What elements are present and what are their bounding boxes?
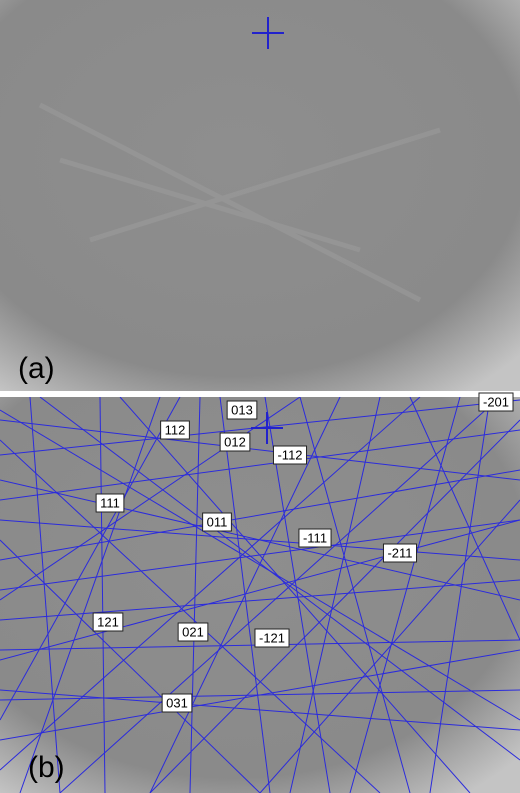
zone-label-text: 012 bbox=[224, 434, 246, 449]
pattern-image bbox=[0, 397, 520, 793]
zone-label-box bbox=[226, 400, 258, 420]
zone-label: 112 bbox=[160, 420, 190, 440]
zone-label: 011 bbox=[202, 512, 232, 532]
zone-label-box bbox=[95, 493, 125, 513]
zone-label-box bbox=[160, 420, 190, 440]
zone-label: -211 bbox=[382, 543, 418, 563]
zone-label: 111 bbox=[95, 493, 125, 513]
zone-label-text: 111 bbox=[100, 495, 120, 510]
panel-label: (b) bbox=[28, 751, 65, 784]
zone-label-text: 011 bbox=[207, 514, 228, 529]
zone-label-text: -112 bbox=[277, 447, 302, 462]
panel-a: (a) bbox=[0, 0, 520, 391]
zone-label-text: -121 bbox=[259, 630, 285, 645]
zone-label-box bbox=[254, 628, 290, 648]
panel-label: (a) bbox=[18, 352, 55, 385]
zone-label-box bbox=[478, 392, 514, 412]
pattern-image bbox=[0, 0, 520, 391]
zone-label-text: 013 bbox=[231, 402, 253, 417]
zone-label: 012 bbox=[219, 432, 251, 452]
zone-label-box bbox=[272, 445, 308, 465]
zone-label: 031 bbox=[161, 693, 193, 713]
zone-label-box bbox=[382, 543, 418, 563]
zone-label-box bbox=[298, 528, 332, 548]
zone-label-text: 112 bbox=[165, 422, 186, 437]
zone-label-text: -111 bbox=[303, 530, 327, 545]
zone-label: -112 bbox=[272, 445, 308, 465]
zone-label: -111 bbox=[298, 528, 332, 548]
zone-labels: 013 112 012 -112 111 011 -111 -211 121 021 -121 031… bbox=[92, 392, 514, 713]
zone-label: -201 bbox=[478, 392, 514, 412]
pattern-center bbox=[252, 17, 284, 49]
pattern-center bbox=[251, 412, 283, 444]
zone-label: 121 bbox=[92, 612, 124, 632]
panel-b: 013 112 012 -112 111 011 -111 -211 121 021 -121 031… bbox=[0, 392, 520, 793]
zone-label-box bbox=[92, 612, 124, 632]
zone-label-text: 031 bbox=[166, 695, 188, 710]
zone-label-text: 021 bbox=[182, 624, 204, 639]
zone-label-text: -201 bbox=[483, 394, 509, 409]
zone-label: -121 bbox=[254, 628, 290, 648]
zone-label: 021 bbox=[177, 622, 209, 642]
zone-label-box bbox=[219, 432, 251, 452]
zone-label-text: -211 bbox=[387, 545, 412, 560]
zone-label-text: 121 bbox=[97, 614, 119, 629]
zone-label: 013 bbox=[226, 400, 258, 420]
bands bbox=[38, 102, 441, 303]
zone-label-box bbox=[202, 512, 232, 532]
zone-label-box bbox=[161, 693, 193, 713]
zone-label-box bbox=[177, 622, 209, 642]
